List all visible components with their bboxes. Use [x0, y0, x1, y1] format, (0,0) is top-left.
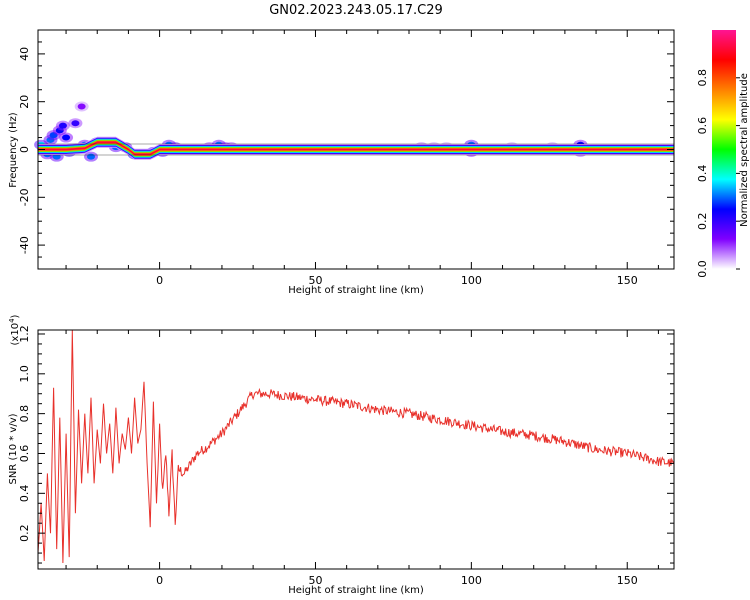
chart-title: GN02.2023.243.05.17.C29 [269, 3, 443, 18]
y-tick-label: -40 [18, 236, 31, 254]
y-tick-label: 0 [18, 146, 31, 153]
top-x-axis-label: Height of straight line (km) [288, 285, 424, 296]
y-tick-label: 0.4 [18, 485, 31, 503]
y-tick-label: 1.2 [18, 325, 31, 343]
x-tick-label: 100 [461, 274, 482, 287]
spectrogram-blob [58, 122, 67, 129]
x-tick-label: 100 [461, 574, 482, 587]
spectrogram-band-layer [38, 141, 674, 156]
snr-ticks: 0 50 100 150 0.2 0.4 0.6 0.8 1.0 1.2 [18, 325, 674, 587]
y-tick-label: -20 [18, 188, 31, 206]
x-tick-label: 0 [156, 274, 163, 287]
spectrogram-blob [71, 120, 80, 127]
x-tick-label: 150 [617, 574, 638, 587]
snr-panel: 0 50 100 150 0.2 0.4 0.6 0.8 1.0 1.2 Height of st… [8, 314, 675, 596]
y-tick-label: 1.0 [18, 365, 31, 383]
snr-frame [37, 329, 675, 570]
spectrogram-ticks: 0 50 100 150 40 20 0 -20 -40 [18, 29, 674, 287]
colorbar-gradient [712, 30, 736, 269]
y-tick-label: 0.2 [18, 524, 31, 542]
x-tick-label: 50 [308, 574, 322, 587]
snr-scale-label: (x104) [8, 314, 21, 345]
spectrogram-band [38, 136, 674, 160]
colorbar-ticks: 0.0 0.2 0.4 0.6 0.8 [696, 69, 740, 278]
colorbar-tick-label: 0.8 [696, 69, 709, 87]
y-tick-label: 0.6 [18, 445, 31, 463]
x-tick-label: 50 [308, 274, 322, 287]
colorbar-tick-label: 0.2 [696, 212, 709, 230]
y-tick-label: 20 [18, 95, 31, 109]
spectrogram-blob [62, 134, 71, 141]
x-tick-label: 150 [617, 274, 638, 287]
top-y-axis-label: Frequency (Hz) [8, 112, 19, 188]
colorbar-tick-label: 0.6 [696, 117, 709, 135]
snr-series [37, 329, 675, 564]
snr-line [37, 329, 675, 564]
y-tick-label: 40 [18, 47, 31, 61]
spectrogram-blob [87, 153, 95, 160]
spectrogram-band-layer [38, 140, 674, 156]
bottom-y-axis-label: SNR (10 * v/v) [8, 413, 19, 484]
x-tick-label: 0 [156, 574, 163, 587]
colorbar: 0.0 0.2 0.4 0.6 0.8 Normalized spectral ampl… [696, 30, 750, 278]
colorbar-tick-label: 0.0 [696, 260, 709, 278]
y-tick-label: 0.8 [18, 405, 31, 423]
bottom-x-axis-label: Height of straight line (km) [288, 585, 424, 596]
colorbar-tick-label: 0.4 [696, 165, 709, 183]
spectrogram-blob [77, 103, 86, 110]
colorbar-label: Normalized spectral amplitude [739, 73, 750, 227]
spectrogram-panel: 0 50 100 150 40 20 0 -20 -40 Height of straight … [8, 29, 675, 296]
